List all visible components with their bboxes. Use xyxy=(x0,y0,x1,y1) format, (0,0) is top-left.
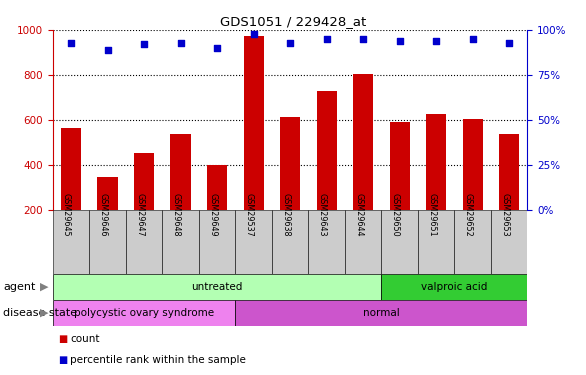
Bar xyxy=(454,210,491,274)
Bar xyxy=(171,134,190,210)
Text: GSM29644: GSM29644 xyxy=(354,194,363,237)
Bar xyxy=(491,210,527,274)
Point xyxy=(212,45,222,51)
Bar xyxy=(53,210,89,274)
Text: percentile rank within the sample: percentile rank within the sample xyxy=(70,355,246,365)
Text: GSM29643: GSM29643 xyxy=(318,194,326,237)
Bar xyxy=(345,210,381,274)
Bar xyxy=(499,134,519,210)
Bar xyxy=(207,165,227,210)
Text: agent: agent xyxy=(3,282,35,292)
Text: GSM29645: GSM29645 xyxy=(62,193,71,237)
Text: untreated: untreated xyxy=(192,282,243,292)
Bar xyxy=(390,122,410,210)
Text: GSM29638: GSM29638 xyxy=(281,194,290,237)
Text: GSM29651: GSM29651 xyxy=(427,193,436,237)
Bar xyxy=(162,210,199,274)
Point xyxy=(468,36,478,42)
Text: GSM29646: GSM29646 xyxy=(98,194,107,237)
Text: disease state: disease state xyxy=(3,308,77,318)
Bar xyxy=(462,119,483,210)
Bar xyxy=(353,74,373,210)
Bar xyxy=(236,300,527,326)
Point xyxy=(395,38,404,44)
Point xyxy=(66,40,76,46)
Text: count: count xyxy=(70,334,100,344)
Bar xyxy=(280,117,300,210)
Point xyxy=(359,36,368,42)
Bar xyxy=(61,128,81,210)
Bar xyxy=(418,210,454,274)
Text: ▶: ▶ xyxy=(39,308,48,318)
Point xyxy=(249,31,258,37)
Bar xyxy=(199,210,236,274)
Text: GSM29652: GSM29652 xyxy=(464,193,473,237)
Text: GSM29650: GSM29650 xyxy=(391,193,400,237)
Bar xyxy=(134,153,154,210)
Text: ▶: ▶ xyxy=(39,282,48,292)
Bar xyxy=(89,210,126,274)
Point xyxy=(431,38,441,44)
Bar xyxy=(381,274,527,300)
Bar xyxy=(381,210,418,274)
Text: polycystic ovary syndrome: polycystic ovary syndrome xyxy=(74,308,214,318)
Text: GSM29653: GSM29653 xyxy=(500,193,509,237)
Text: GSM29648: GSM29648 xyxy=(172,194,180,237)
Bar xyxy=(244,36,264,210)
Text: GSM29537: GSM29537 xyxy=(244,193,254,237)
Bar xyxy=(53,300,236,326)
Point xyxy=(176,40,185,46)
Bar xyxy=(316,91,336,210)
Text: normal: normal xyxy=(363,308,400,318)
Text: valproic acid: valproic acid xyxy=(421,282,488,292)
Text: GSM29647: GSM29647 xyxy=(135,193,144,237)
Text: GDS1051 / 229428_at: GDS1051 / 229428_at xyxy=(220,15,366,28)
Point xyxy=(505,40,514,46)
Bar xyxy=(308,210,345,274)
Point xyxy=(139,41,149,47)
Point xyxy=(285,40,295,46)
Bar xyxy=(126,210,162,274)
Bar xyxy=(53,274,381,300)
Text: GSM29649: GSM29649 xyxy=(208,193,217,237)
Bar xyxy=(426,114,446,210)
Point xyxy=(103,47,112,53)
Bar xyxy=(97,177,118,210)
Text: ■: ■ xyxy=(59,334,68,344)
Text: ■: ■ xyxy=(59,355,68,365)
Point xyxy=(322,36,331,42)
Bar xyxy=(236,210,272,274)
Bar xyxy=(272,210,308,274)
